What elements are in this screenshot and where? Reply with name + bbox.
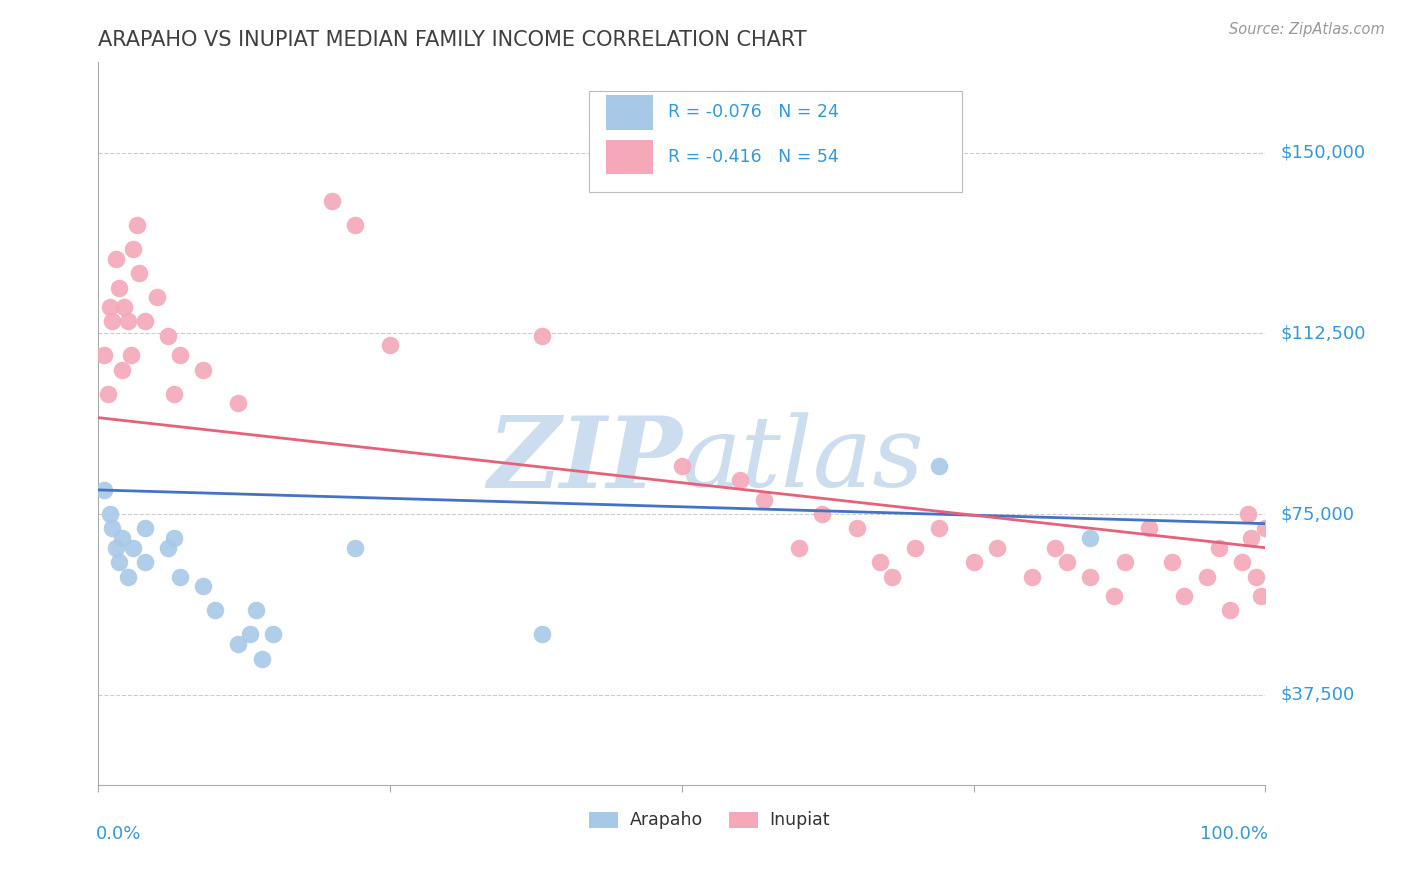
Point <box>962 555 984 569</box>
Text: $37,500: $37,500 <box>1281 686 1355 704</box>
Text: Arapaho: Arapaho <box>630 812 703 830</box>
Point <box>344 218 367 232</box>
Point <box>108 555 131 569</box>
Point <box>752 492 775 507</box>
Point <box>1250 589 1272 603</box>
Point <box>228 396 250 410</box>
FancyBboxPatch shape <box>589 91 962 193</box>
Point <box>163 531 186 545</box>
Point <box>1080 531 1102 545</box>
Point <box>928 458 950 473</box>
Point <box>380 338 402 352</box>
Point <box>811 507 834 521</box>
Point <box>146 290 169 304</box>
Point <box>1208 541 1230 555</box>
Point <box>1161 555 1184 569</box>
Point <box>111 362 134 376</box>
Point <box>1137 521 1160 535</box>
Text: $112,500: $112,500 <box>1281 325 1367 343</box>
Point <box>1021 569 1043 583</box>
Point <box>1237 507 1260 521</box>
Point <box>344 541 367 555</box>
Point <box>98 300 121 314</box>
Point <box>128 266 150 280</box>
Point <box>104 252 127 266</box>
Point <box>117 569 139 583</box>
Point <box>125 218 148 232</box>
Point <box>112 300 135 314</box>
Point <box>1102 589 1125 603</box>
FancyBboxPatch shape <box>606 140 652 174</box>
Point <box>880 569 903 583</box>
Text: Inupiat: Inupiat <box>769 812 830 830</box>
Point <box>1195 569 1218 583</box>
Text: R = -0.076   N = 24: R = -0.076 N = 24 <box>668 103 839 121</box>
Text: $150,000: $150,000 <box>1281 144 1365 161</box>
Point <box>157 541 180 555</box>
Text: 0.0%: 0.0% <box>96 825 142 843</box>
Point <box>1080 569 1102 583</box>
Point <box>93 348 115 362</box>
Point <box>1240 531 1263 545</box>
Point <box>111 531 134 545</box>
Text: $75,000: $75,000 <box>1281 505 1354 523</box>
Point <box>122 242 145 256</box>
Point <box>193 362 215 376</box>
Point <box>904 541 927 555</box>
Point <box>98 507 121 521</box>
Point <box>134 555 156 569</box>
FancyBboxPatch shape <box>589 813 617 829</box>
Point <box>169 348 191 362</box>
Point <box>1173 589 1195 603</box>
Point <box>1219 603 1241 617</box>
Point <box>787 541 810 555</box>
Point <box>169 569 191 583</box>
Point <box>986 541 1008 555</box>
Text: 100.0%: 100.0% <box>1199 825 1268 843</box>
Point <box>134 314 156 328</box>
Point <box>530 328 553 343</box>
Point <box>1230 555 1253 569</box>
Point <box>928 521 950 535</box>
Point <box>104 541 127 555</box>
Point <box>193 579 215 593</box>
Point <box>122 541 145 555</box>
Text: ZIP: ZIP <box>486 411 682 508</box>
FancyBboxPatch shape <box>728 813 758 829</box>
Point <box>1045 541 1067 555</box>
Point <box>134 521 156 535</box>
Text: atlas: atlas <box>682 412 925 508</box>
Point <box>228 637 250 651</box>
Point <box>101 314 124 328</box>
Point <box>97 386 120 401</box>
Point <box>730 473 752 487</box>
Point <box>671 458 693 473</box>
Point <box>250 651 273 665</box>
Point <box>120 348 142 362</box>
Text: ARAPAHO VS INUPIAT MEDIAN FAMILY INCOME CORRELATION CHART: ARAPAHO VS INUPIAT MEDIAN FAMILY INCOME … <box>98 29 807 50</box>
Point <box>108 280 131 294</box>
Point <box>846 521 869 535</box>
Point <box>239 627 262 641</box>
Point <box>93 483 115 497</box>
Point <box>1244 569 1267 583</box>
Point <box>1254 521 1277 535</box>
Text: R = -0.416   N = 54: R = -0.416 N = 54 <box>668 148 838 166</box>
Point <box>262 627 284 641</box>
Point <box>869 555 891 569</box>
Point <box>163 386 186 401</box>
FancyBboxPatch shape <box>606 95 652 129</box>
Point <box>204 603 226 617</box>
Point <box>101 521 124 535</box>
Point <box>1114 555 1136 569</box>
Point <box>157 328 180 343</box>
Point <box>1056 555 1078 569</box>
Text: Source: ZipAtlas.com: Source: ZipAtlas.com <box>1229 22 1385 37</box>
Point <box>321 194 343 208</box>
Point <box>117 314 139 328</box>
Point <box>530 627 553 641</box>
Point <box>245 603 267 617</box>
